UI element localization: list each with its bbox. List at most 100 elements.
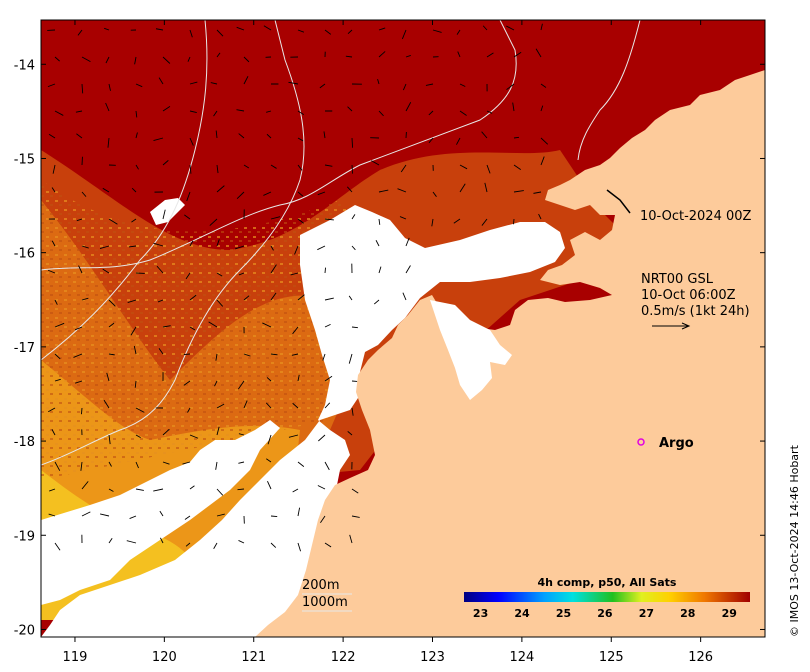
current-vector <box>317 485 326 490</box>
current-vector <box>215 130 218 139</box>
current-vector <box>237 488 245 491</box>
current-vector <box>158 348 164 355</box>
current-vector <box>324 542 332 548</box>
lat-tick-label: -18 <box>14 435 35 450</box>
current-vector <box>348 353 353 364</box>
current-vector <box>263 191 272 196</box>
current-vector <box>54 353 61 360</box>
current-vector <box>81 511 91 517</box>
current-vector <box>108 434 111 445</box>
lon-tick-label: 119 <box>63 650 88 665</box>
map-plot-area <box>41 20 765 637</box>
current-vector <box>78 265 83 274</box>
current-vector <box>48 133 56 139</box>
current-vectors <box>47 23 549 552</box>
current-vector <box>324 267 326 274</box>
current-vector <box>288 434 299 438</box>
current-vector <box>127 299 137 304</box>
current-vector <box>540 156 545 166</box>
current-vector <box>216 29 224 37</box>
current-vector <box>76 133 83 139</box>
current-vector <box>402 83 407 91</box>
current-vector <box>351 214 356 220</box>
current-vector <box>108 353 115 356</box>
current-vector <box>431 218 434 227</box>
current-vector <box>162 209 166 220</box>
current-vector <box>51 240 56 247</box>
isobath-1000m <box>41 20 305 466</box>
current-vector <box>270 353 278 356</box>
current-vector <box>347 431 353 436</box>
current-vector <box>456 29 461 35</box>
current-vector <box>47 83 56 88</box>
current-vector <box>378 218 381 225</box>
current-vector <box>183 353 191 356</box>
current-vector <box>157 299 164 303</box>
current-vector <box>236 26 245 31</box>
current-vector <box>105 102 110 112</box>
current-vector <box>81 407 83 415</box>
lon-tick-label: 121 <box>241 650 266 665</box>
current-vector <box>288 81 299 85</box>
current-vector <box>238 133 245 139</box>
current-vector <box>486 164 491 174</box>
current-vector <box>104 27 110 31</box>
current-vector <box>234 245 245 250</box>
lon-tick-label: 120 <box>152 650 177 665</box>
current-vector <box>106 372 110 382</box>
current-vector <box>324 218 334 221</box>
current-vector <box>135 132 138 139</box>
colorbar-tick-label: 25 <box>556 607 571 620</box>
current-vector <box>51 187 56 193</box>
current-vector <box>456 137 461 145</box>
current-vector <box>162 325 171 328</box>
current-vector <box>189 137 194 146</box>
current-vector <box>135 461 139 469</box>
current-vector <box>535 48 542 58</box>
current-vector <box>184 214 191 220</box>
current-vector <box>126 540 137 544</box>
current-vector <box>135 83 143 88</box>
current-vector <box>373 299 380 305</box>
current-vector <box>160 537 164 544</box>
current-vector <box>189 294 197 301</box>
current-vector <box>453 218 461 224</box>
current-vector <box>267 481 272 490</box>
current-vector <box>324 297 334 301</box>
current-vector <box>540 83 547 88</box>
current-vector <box>135 488 144 491</box>
current-vector <box>513 190 524 193</box>
current-vector <box>108 461 112 467</box>
cloud-mask <box>41 205 565 637</box>
current-vector <box>52 164 56 174</box>
current-vector <box>347 29 353 35</box>
current-vector <box>324 375 333 382</box>
current-vector <box>209 218 218 226</box>
credit-label: © IMOS 13-Oct-2024 14:46 Hobart <box>788 444 801 637</box>
current-vector <box>378 110 384 117</box>
current-vector <box>290 272 299 276</box>
current-vector <box>216 299 224 307</box>
current-vector <box>159 510 164 517</box>
current-vector <box>189 29 193 38</box>
current-vector <box>186 191 191 202</box>
current-vector <box>54 56 60 62</box>
current-vector <box>189 240 194 247</box>
current-vector <box>187 407 191 413</box>
colorbar-gradient <box>464 592 750 602</box>
current-vector <box>81 297 89 301</box>
current-vector <box>131 187 137 193</box>
current-vector <box>99 245 110 249</box>
current-vector <box>75 380 83 384</box>
current-vector <box>54 299 58 305</box>
lon-axis: 119 120 121 122 123 124 125 126 <box>63 20 713 665</box>
current-vector <box>158 77 164 85</box>
current-vector <box>292 488 299 493</box>
current-vector <box>324 402 331 409</box>
current-vector <box>185 272 191 280</box>
current-vector <box>107 137 110 148</box>
current-vector <box>213 110 218 117</box>
current-vector <box>297 137 304 142</box>
current-vector <box>102 268 110 274</box>
